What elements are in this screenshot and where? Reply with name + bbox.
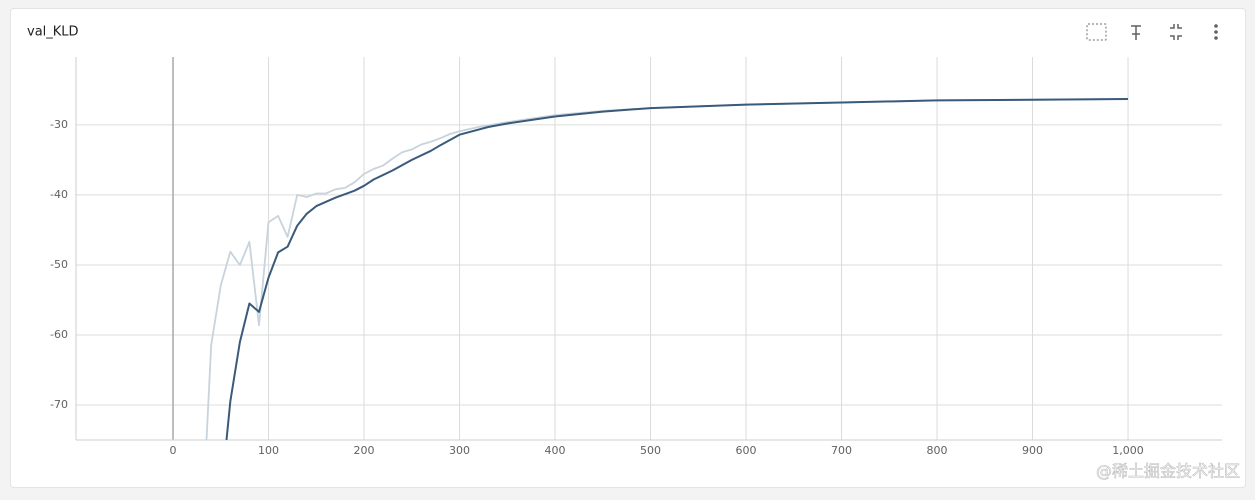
x-tick-label: 500 xyxy=(640,444,661,457)
more-icon[interactable] xyxy=(1214,24,1218,40)
x-tick-label: 200 xyxy=(354,444,375,457)
series-line xyxy=(205,98,1129,440)
y-tick-label: -30 xyxy=(50,118,68,131)
x-tick-label: 700 xyxy=(831,444,852,457)
select-icon[interactable] xyxy=(1086,23,1107,41)
x-tick-label: 300 xyxy=(449,444,470,457)
fit-icon[interactable] xyxy=(1170,24,1182,40)
series-line xyxy=(225,98,1129,440)
x-tick-label: 800 xyxy=(927,444,948,457)
y-tick-label: -60 xyxy=(50,328,68,341)
x-tick-label: 0 xyxy=(170,444,177,457)
toolbar xyxy=(1086,23,1218,41)
card xyxy=(10,8,1246,488)
y-tick-label: -70 xyxy=(50,398,68,411)
chart-title: val_KLD xyxy=(27,25,79,40)
y-tick-label: -40 xyxy=(50,188,68,201)
x-tick-label: 900 xyxy=(1022,444,1043,457)
x-tick-label: 100 xyxy=(258,444,279,457)
y-tick-label: -50 xyxy=(50,258,68,271)
watermark: @稀土掘金技术社区 xyxy=(1096,462,1240,481)
pin-icon[interactable] xyxy=(1131,25,1141,40)
x-tick-label: 400 xyxy=(545,444,566,457)
x-tick-label: 600 xyxy=(736,444,757,457)
x-tick-label: 1,000 xyxy=(1112,444,1144,457)
